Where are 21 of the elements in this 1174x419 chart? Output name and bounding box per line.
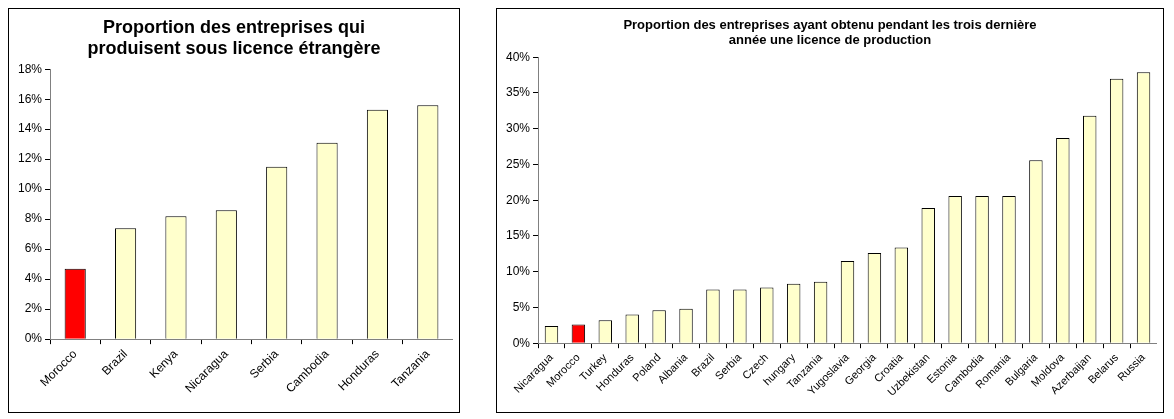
- y-tick-label: 16%: [17, 91, 43, 106]
- y-tick-label: 14%: [17, 121, 43, 136]
- y-tick-label: 25%: [505, 156, 531, 171]
- y-tick-label: 20%: [505, 192, 531, 207]
- y-tick-label: 0%: [24, 331, 43, 346]
- y-tick-label: 12%: [17, 151, 43, 166]
- y-tick-label: 0%: [512, 335, 531, 350]
- y-tick-label: 6%: [24, 241, 43, 256]
- y-tick-label: 30%: [505, 121, 531, 136]
- y-tick-label: 5%: [512, 299, 531, 314]
- chart-title: Proportion des entreprises ayant obtenu pendant les trois dernière année une licence de production: [622, 17, 1038, 47]
- y-tick-label: 35%: [505, 85, 531, 100]
- y-tick-label: 18%: [17, 61, 43, 76]
- y-tick-label: 40%: [505, 49, 531, 64]
- y-tick-label: 2%: [24, 301, 43, 316]
- y-tick-label: 10%: [505, 264, 531, 278]
- y-tick-label: 10%: [17, 181, 43, 196]
- chart-title: Proportion des entreprises qui produisent sous licence étrangère: [86, 17, 382, 59]
- y-tick-label: 8%: [24, 211, 43, 226]
- y-tick-label: 4%: [24, 271, 43, 286]
- y-tick-label: 15%: [505, 228, 531, 243]
